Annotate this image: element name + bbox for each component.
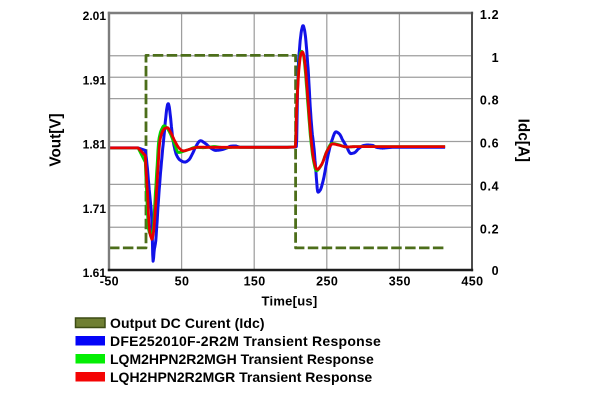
svg-text:-50: -50: [100, 274, 119, 288]
svg-text:0: 0: [492, 264, 500, 278]
svg-text:1: 1: [492, 51, 500, 65]
svg-text:LQM2HPN2R2MGH Transient Respon: LQM2HPN2R2MGH Transient Response: [110, 351, 374, 367]
svg-text:0.2: 0.2: [480, 222, 499, 236]
svg-text:Time[us]: Time[us]: [262, 294, 318, 309]
svg-text:350: 350: [389, 274, 411, 288]
svg-text:1.81: 1.81: [83, 138, 107, 152]
svg-text:DFE252010F-2R2M Transient Resp: DFE252010F-2R2M Transient Response: [110, 333, 381, 349]
svg-text:1.2: 1.2: [480, 8, 499, 22]
svg-text:0.6: 0.6: [480, 137, 499, 151]
svg-text:150: 150: [244, 274, 266, 288]
svg-text:250: 250: [316, 274, 338, 288]
svg-text:450: 450: [461, 274, 483, 288]
svg-text:Vout[V]: Vout[V]: [48, 113, 65, 166]
svg-text:LQH2HPN2R2MGR Transient Respon: LQH2HPN2R2MGR Transient Response: [110, 369, 372, 385]
svg-text:1.71: 1.71: [83, 202, 107, 216]
svg-text:0.4: 0.4: [480, 180, 499, 194]
svg-text:2.01: 2.01: [83, 9, 107, 23]
svg-text:1.91: 1.91: [83, 73, 107, 87]
svg-text:Idc[A]: Idc[A]: [515, 119, 532, 162]
svg-text:0.8: 0.8: [480, 94, 499, 108]
svg-text:1.61: 1.61: [83, 266, 107, 280]
svg-text:50: 50: [175, 274, 190, 288]
svg-text:Output DC Curent (Idc): Output DC Curent (Idc): [110, 315, 265, 331]
